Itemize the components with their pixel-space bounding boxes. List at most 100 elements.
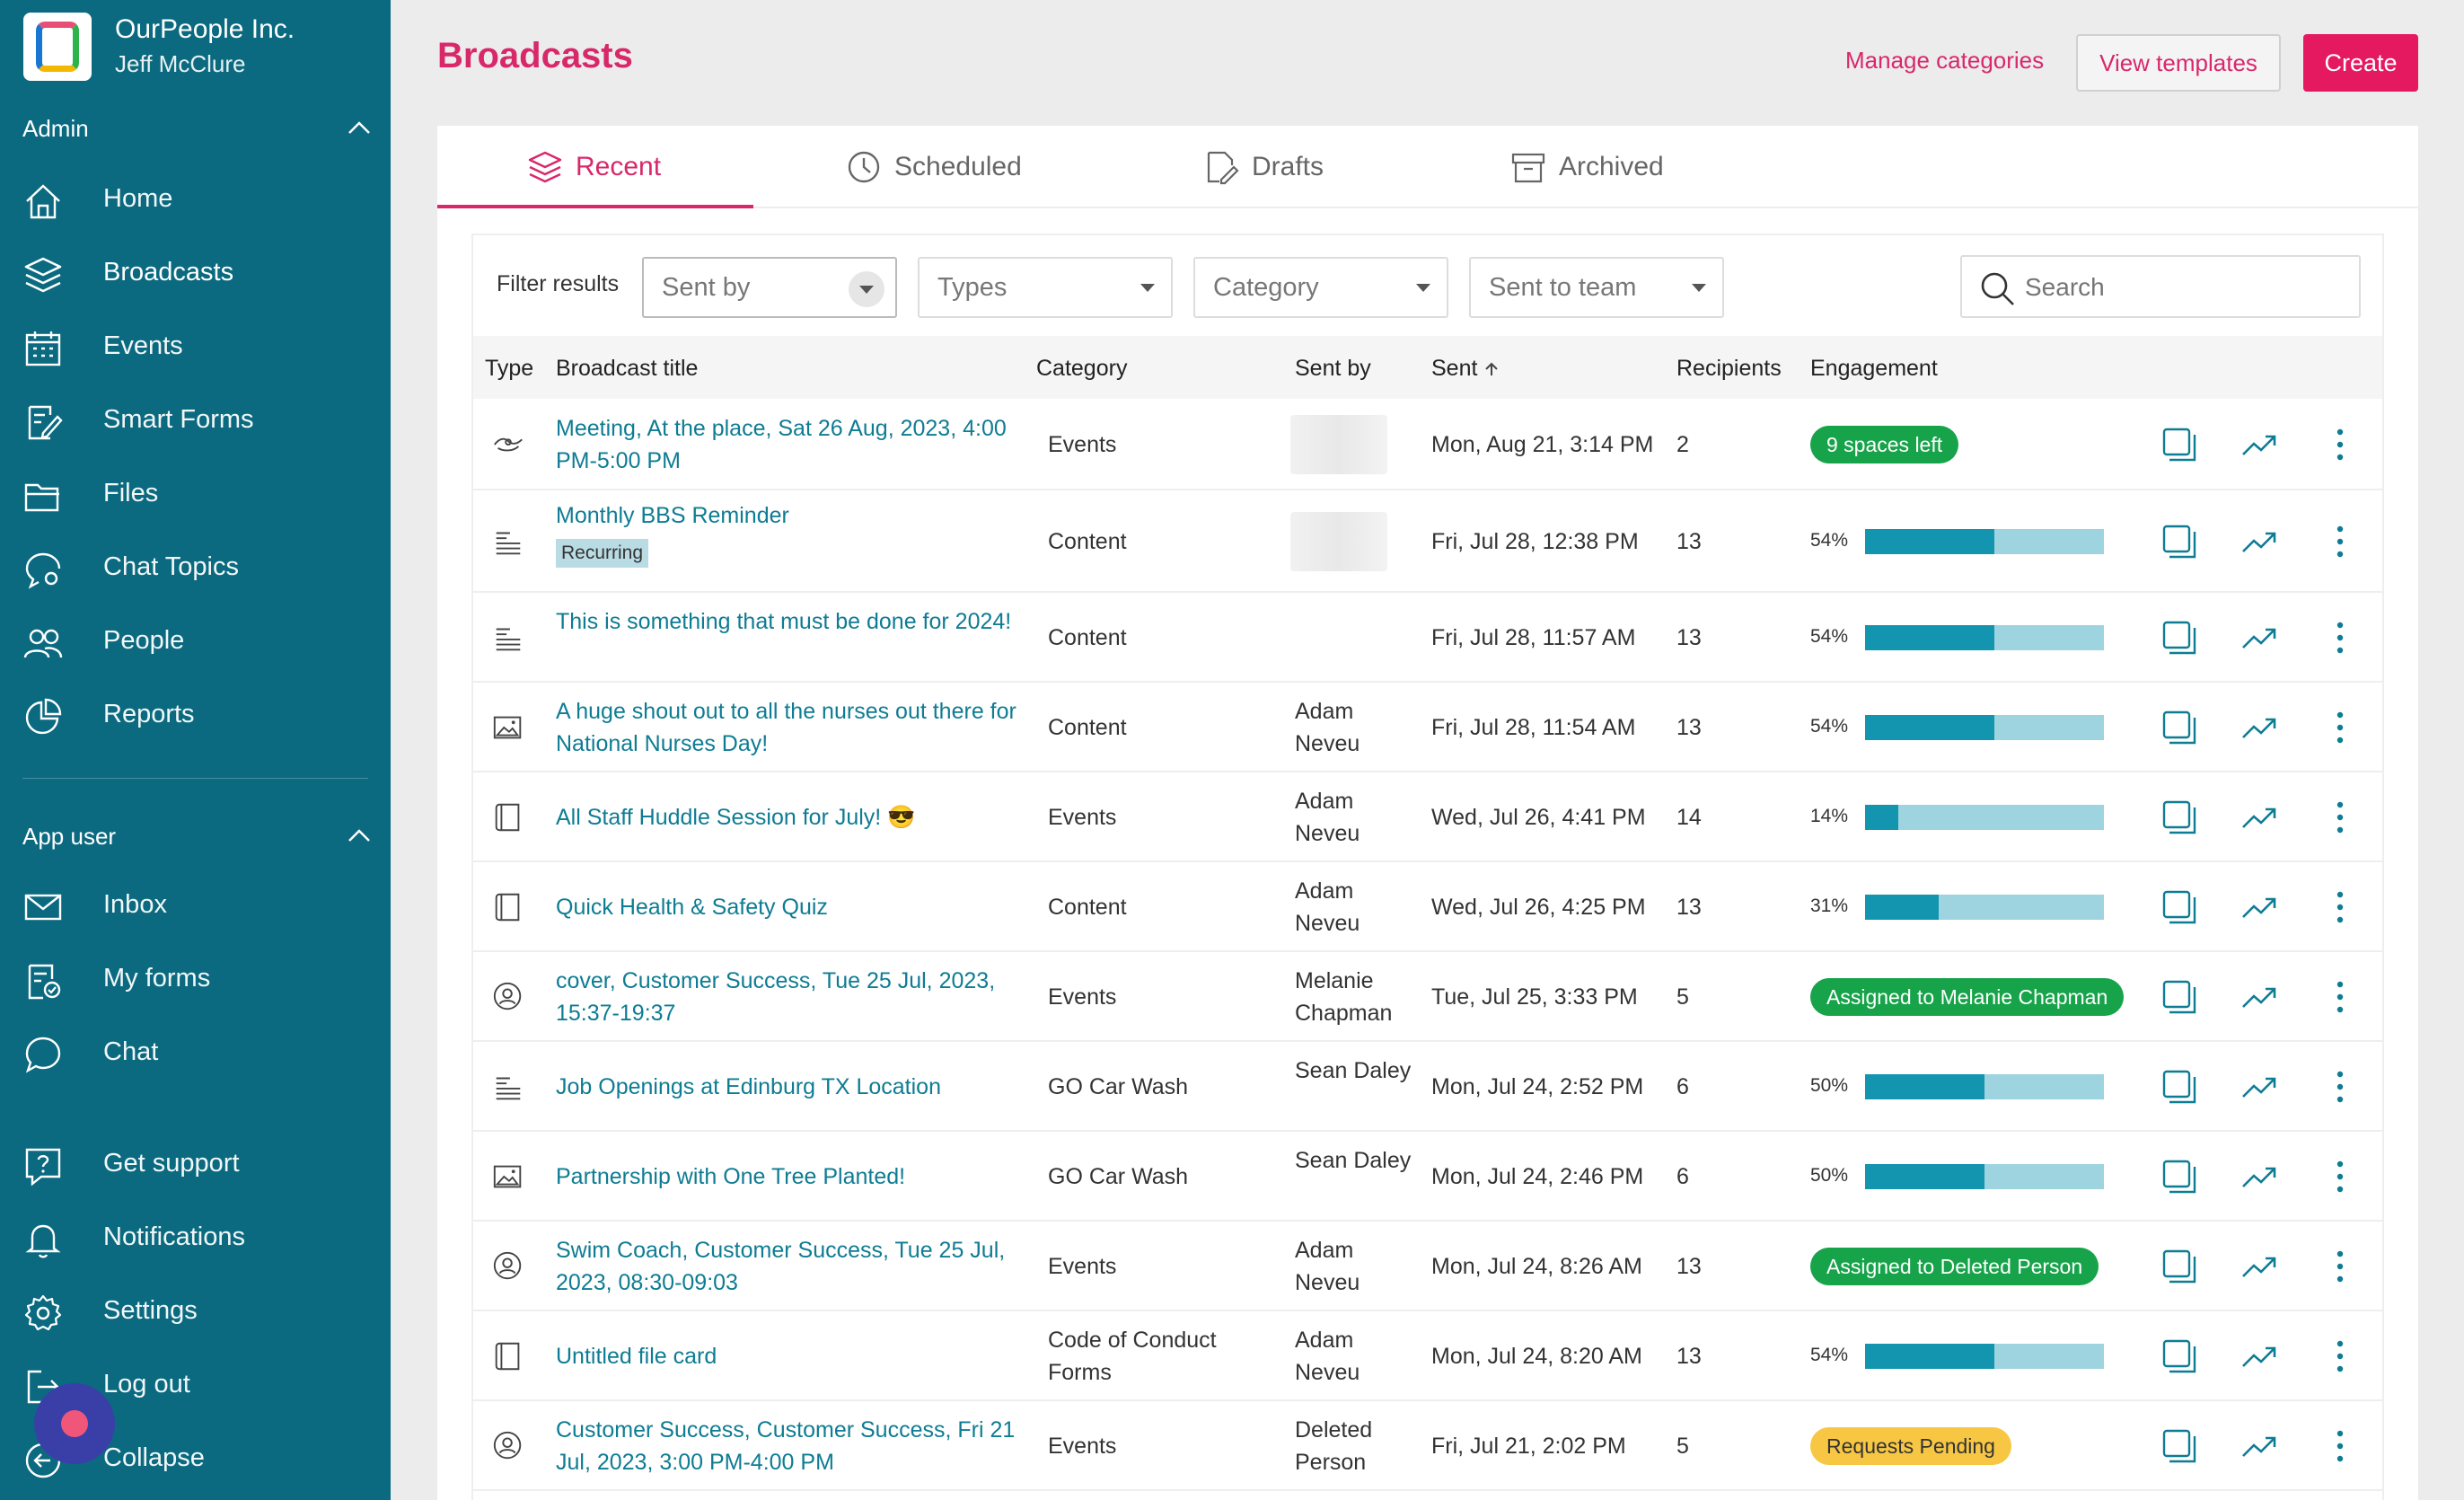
- table-row[interactable]: cover, Customer Success, Tue 25 Jul, 202…: [473, 952, 2382, 1042]
- broadcast-title-link[interactable]: Customer Success, Customer Success, Fri …: [556, 1414, 1023, 1478]
- sidebar-item-broadcasts[interactable]: Broadcasts: [0, 241, 391, 304]
- more-vertical-icon[interactable]: [2321, 1337, 2359, 1375]
- column-header-type[interactable]: Type: [485, 356, 534, 381]
- broadcast-title-link[interactable]: cover, Customer Success, Tue 25 Jul, 202…: [556, 965, 1023, 1029]
- table-row[interactable]: This is something that must be done for …: [473, 593, 2382, 683]
- broadcast-title-link[interactable]: Job Openings at Edinburg TX Location: [556, 1071, 1023, 1103]
- chat-launcher-button[interactable]: [34, 1383, 115, 1464]
- table-row[interactable]: Meeting, At the place, Sat 26 Aug, 2023,…: [473, 399, 2382, 490]
- copy-icon[interactable]: [2160, 1068, 2198, 1106]
- search-box[interactable]: [1960, 255, 2361, 318]
- trending-up-icon[interactable]: [2240, 1158, 2278, 1196]
- sidebar-item-chat-topics[interactable]: Chat Topics: [0, 535, 391, 598]
- sidebar-item-get-support[interactable]: Get support: [0, 1132, 391, 1195]
- more-vertical-icon[interactable]: [2321, 1427, 2359, 1465]
- sidebar-item-events[interactable]: Events: [0, 314, 391, 377]
- broadcast-title-link[interactable]: Monthly BBS Reminder Recurring: [556, 499, 1023, 568]
- category-filter[interactable]: Category: [1193, 257, 1448, 318]
- sidebar-item-log-out[interactable]: Log out: [0, 1353, 391, 1416]
- table-row[interactable]: All Staff Huddle Session for July! 😎 Even…: [473, 772, 2382, 862]
- create-button[interactable]: Create: [2303, 34, 2418, 92]
- table-row[interactable]: A huge shout out to all the nurses out t…: [473, 683, 2382, 772]
- copy-icon[interactable]: [2160, 1158, 2198, 1196]
- more-vertical-icon[interactable]: [2321, 978, 2359, 1016]
- more-vertical-icon[interactable]: [2321, 523, 2359, 560]
- view-templates-button[interactable]: View templates: [2076, 34, 2281, 92]
- broadcast-title-link[interactable]: This is something that must be done for …: [556, 605, 1023, 638]
- table-row[interactable]: Untitled file card Code of Conduct Forms A…: [473, 1311, 2382, 1401]
- sidebar-item-collapse[interactable]: Collapse: [0, 1426, 391, 1489]
- trending-up-icon[interactable]: [2240, 888, 2278, 926]
- broadcast-title-link[interactable]: Quick Health & Safety Quiz: [556, 891, 1023, 923]
- trending-up-icon[interactable]: [2240, 619, 2278, 657]
- trending-up-icon[interactable]: [2240, 1427, 2278, 1465]
- trending-up-icon[interactable]: [2240, 709, 2278, 746]
- trending-up-icon[interactable]: [2240, 1337, 2278, 1375]
- table-row[interactable]: Job Openings at Edinburg TX Location GO C…: [473, 1042, 2382, 1132]
- column-header-category[interactable]: Category: [1036, 356, 1128, 381]
- more-vertical-icon[interactable]: [2321, 799, 2359, 836]
- table-row[interactable]: Quick Health & Safety Quiz Content Adam Ne…: [473, 862, 2382, 952]
- sent-to-team-filter[interactable]: Sent to team: [1469, 257, 1724, 318]
- column-header-title[interactable]: Broadcast title: [556, 356, 699, 381]
- manage-categories-link[interactable]: Manage categories: [1845, 47, 2045, 74]
- sidebar-item-home[interactable]: Home: [0, 167, 391, 230]
- copy-icon[interactable]: [2160, 709, 2198, 746]
- table-row[interactable]: Partnership with One Tree Planted! GO Car…: [473, 1132, 2382, 1222]
- broadcast-title-link[interactable]: Swim Coach, Customer Success, Tue 25 Jul…: [556, 1234, 1023, 1299]
- table-row[interactable]: Swim Coach, Customer Success, Tue 25 Jul…: [473, 1222, 2382, 1311]
- copy-icon[interactable]: [2160, 1248, 2198, 1285]
- trending-up-icon[interactable]: [2240, 978, 2278, 1016]
- sidebar-item-notifications[interactable]: Notifications: [0, 1205, 391, 1268]
- column-header-sent-by[interactable]: Sent by: [1295, 356, 1371, 381]
- table-row[interactable]: Customer Success, Customer Success, Fri …: [473, 1401, 2382, 1491]
- sidebar-item-settings[interactable]: Settings: [0, 1279, 391, 1342]
- trending-up-icon[interactable]: [2240, 1068, 2278, 1106]
- trending-up-icon[interactable]: [2240, 799, 2278, 836]
- more-vertical-icon[interactable]: [2321, 1248, 2359, 1285]
- more-vertical-icon[interactable]: [2321, 888, 2359, 926]
- more-vertical-icon[interactable]: [2321, 426, 2359, 463]
- more-vertical-icon[interactable]: [2321, 709, 2359, 746]
- trending-up-icon[interactable]: [2240, 1248, 2278, 1285]
- admin-section-toggle[interactable]: Admin: [22, 115, 373, 143]
- sent-by-filter[interactable]: Sent by: [642, 257, 897, 318]
- sidebar-item-smart-forms[interactable]: Smart Forms: [0, 388, 391, 451]
- broadcast-title-link[interactable]: Partnership with One Tree Planted!: [556, 1160, 1023, 1193]
- copy-icon[interactable]: [2160, 799, 2198, 836]
- tab-scheduled[interactable]: Scheduled: [846, 126, 1022, 208]
- tab-drafts[interactable]: Drafts: [1203, 126, 1324, 208]
- copy-icon[interactable]: [2160, 523, 2198, 560]
- table-row[interactable]: Monthly BBS Reminder Recurring Content Fri,…: [473, 490, 2382, 593]
- sidebar-item-chat[interactable]: Chat: [0, 1020, 391, 1083]
- sidebar-item-my-forms[interactable]: My forms: [0, 947, 391, 1010]
- trending-up-icon[interactable]: [2240, 523, 2278, 560]
- copy-icon[interactable]: [2160, 1337, 2198, 1375]
- sidebar-item-inbox[interactable]: Inbox: [0, 873, 391, 936]
- column-header-recipients[interactable]: Recipients: [1676, 356, 1782, 381]
- broadcast-title-link[interactable]: All Staff Huddle Session for July! 😎: [556, 801, 1023, 834]
- types-filter[interactable]: Types: [918, 257, 1173, 318]
- broadcast-title-link[interactable]: A huge shout out to all the nurses out t…: [556, 695, 1023, 760]
- trending-up-icon[interactable]: [2240, 426, 2278, 463]
- more-vertical-icon[interactable]: [2321, 1158, 2359, 1196]
- copy-icon[interactable]: [2160, 1427, 2198, 1465]
- copy-icon[interactable]: [2160, 619, 2198, 657]
- tab-archived[interactable]: Archived: [1510, 126, 1664, 208]
- more-vertical-icon[interactable]: [2321, 619, 2359, 657]
- more-vertical-icon[interactable]: [2321, 1068, 2359, 1106]
- copy-icon[interactable]: [2160, 888, 2198, 926]
- column-header-sent[interactable]: Sent: [1431, 356, 1500, 382]
- column-header-engagement[interactable]: Engagement: [1810, 356, 1938, 381]
- search-input[interactable]: [2025, 266, 2348, 309]
- copy-icon[interactable]: [2160, 426, 2198, 463]
- app-user-section-toggle[interactable]: App user: [22, 823, 373, 851]
- org-logo[interactable]: [23, 13, 92, 81]
- sidebar-item-people[interactable]: People: [0, 609, 391, 672]
- copy-icon[interactable]: [2160, 978, 2198, 1016]
- sidebar-item-files[interactable]: Files: [0, 462, 391, 525]
- broadcast-title-link[interactable]: Untitled file card: [556, 1340, 1023, 1372]
- tab-recent[interactable]: Recent: [527, 126, 661, 208]
- sidebar-item-reports[interactable]: Reports: [0, 683, 391, 746]
- broadcast-title-link[interactable]: Meeting, At the place, Sat 26 Aug, 2023,…: [556, 412, 1023, 477]
